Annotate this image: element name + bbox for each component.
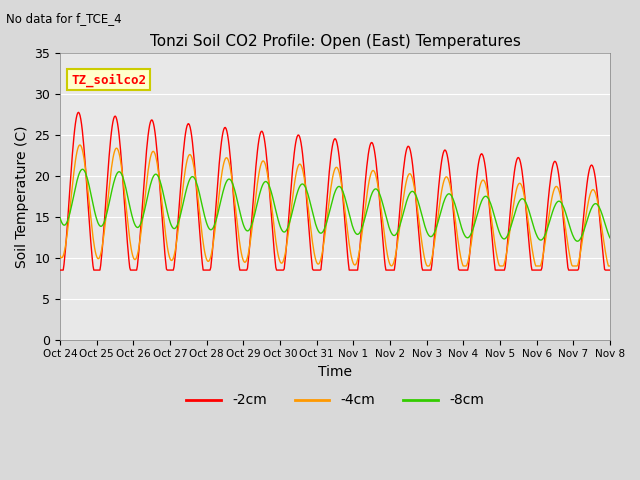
Legend: -2cm, -4cm, -8cm: -2cm, -4cm, -8cm [180,388,490,413]
Title: Tonzi Soil CO2 Profile: Open (East) Temperatures: Tonzi Soil CO2 Profile: Open (East) Temp… [150,34,520,49]
Y-axis label: Soil Temperature (C): Soil Temperature (C) [15,125,29,268]
Text: TZ_soilco2: TZ_soilco2 [71,73,146,86]
X-axis label: Time: Time [318,365,352,379]
Text: No data for f_TCE_4: No data for f_TCE_4 [6,12,122,25]
